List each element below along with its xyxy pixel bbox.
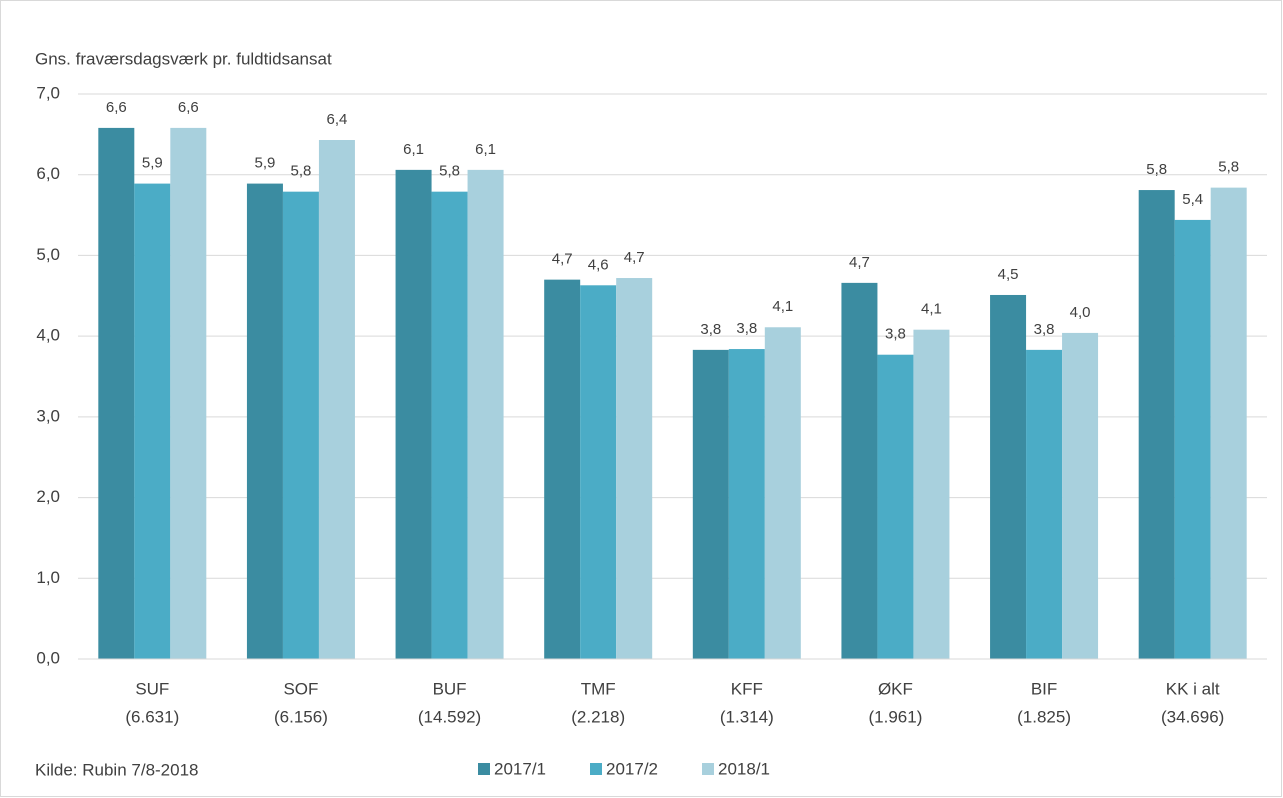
bar: [1026, 349, 1063, 659]
x-tick-label: (6.156): [274, 707, 328, 726]
value-label: 4,0: [1070, 304, 1091, 321]
bar: [431, 191, 468, 659]
value-label: 4,7: [849, 254, 870, 271]
bar: [913, 329, 950, 659]
y-tick-label: 6,0: [36, 164, 60, 183]
value-label: 5,9: [142, 155, 163, 172]
legend-label: 2017/2: [606, 759, 658, 778]
bar: [170, 127, 207, 659]
bar: [395, 169, 432, 659]
y-tick-label: 7,0: [36, 83, 60, 102]
bar: [692, 349, 729, 659]
value-label: 6,6: [178, 99, 199, 116]
value-label: 5,9: [255, 155, 276, 172]
legend-swatch: [702, 763, 714, 775]
x-tick-label: SUF: [135, 679, 169, 698]
value-label: 4,7: [552, 251, 573, 268]
y-tick-label: 2,0: [36, 487, 60, 506]
x-tick-label: SOF: [283, 679, 318, 698]
value-label: 5,8: [291, 163, 312, 180]
value-label: 3,8: [700, 321, 721, 338]
value-label: 5,4: [1182, 191, 1203, 208]
legend-label: 2018/1: [718, 759, 770, 778]
value-label: 6,1: [403, 141, 424, 158]
x-tick-label: TMF: [581, 679, 616, 698]
bar: [467, 169, 504, 659]
bar: [616, 278, 653, 659]
bar: [98, 127, 135, 659]
bar: [877, 354, 914, 659]
bar: [1138, 190, 1175, 660]
y-tick-label: 3,0: [36, 406, 60, 425]
value-label: 4,6: [588, 256, 609, 273]
value-label: 5,8: [1218, 159, 1239, 176]
value-label: 6,6: [106, 99, 127, 116]
legend-label: 2017/1: [494, 759, 546, 778]
value-label: 3,8: [885, 326, 906, 343]
x-tick-label: (14.592): [418, 707, 481, 726]
value-label: 6,4: [327, 111, 348, 128]
bar: [580, 285, 617, 659]
bar: [728, 349, 765, 659]
source-note: Kilde: Rubin 7/8-2018: [35, 760, 199, 779]
y-tick-label: 5,0: [36, 245, 60, 264]
bar: [1062, 332, 1099, 659]
bar: [544, 279, 581, 659]
value-label: 4,7: [624, 249, 645, 266]
x-tick-label: KFF: [731, 679, 763, 698]
bar: [764, 327, 801, 659]
bar: [990, 294, 1027, 659]
legend-swatch: [590, 763, 602, 775]
bar: [1210, 187, 1247, 659]
x-tick-label: (1.825): [1017, 707, 1071, 726]
x-tick-label: KK i alt: [1166, 679, 1220, 698]
y-tick-label: 0,0: [36, 648, 60, 667]
value-label: 4,1: [772, 298, 793, 315]
bar: [841, 282, 878, 659]
bar: [318, 140, 355, 659]
value-label: 6,1: [475, 141, 496, 158]
x-tick-label: BUF: [433, 679, 467, 698]
legend-swatch: [478, 763, 490, 775]
chart-title: Gns. fraværsdagsværk pr. fuldtidsansat: [35, 49, 332, 68]
x-tick-label: ØKF: [878, 679, 913, 698]
x-tick-label: (1.961): [869, 707, 923, 726]
bar: [1174, 219, 1211, 659]
x-tick-label: (6.631): [125, 707, 179, 726]
y-tick-label: 4,0: [36, 326, 60, 345]
x-tick-label: (2.218): [571, 707, 625, 726]
x-tick-label: (1.314): [720, 707, 774, 726]
value-label: 3,8: [736, 320, 757, 337]
value-label: 3,8: [1034, 321, 1055, 338]
value-label: 4,1: [921, 301, 942, 318]
value-label: 5,8: [439, 163, 460, 180]
x-tick-label: BIF: [1031, 679, 1057, 698]
bar: [282, 191, 319, 659]
bar: [246, 183, 283, 660]
x-tick-label: (34.696): [1161, 707, 1224, 726]
y-tick-label: 1,0: [36, 568, 60, 587]
value-label: 5,8: [1146, 161, 1167, 178]
value-label: 4,5: [998, 266, 1019, 283]
bar: [134, 183, 171, 660]
